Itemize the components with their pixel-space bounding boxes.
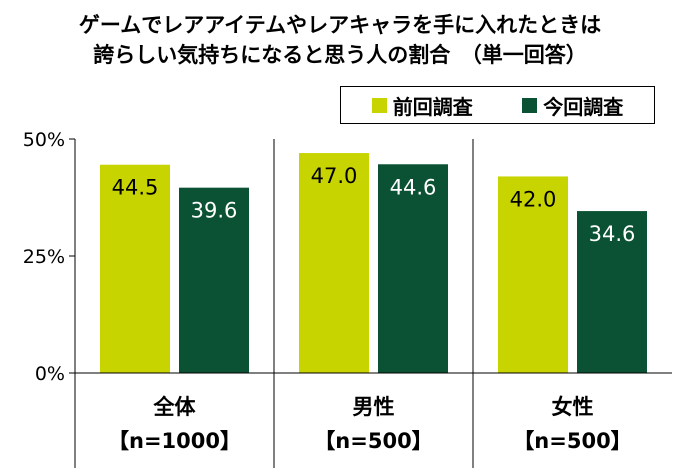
data-label: 44.5 — [112, 176, 159, 200]
bar-current — [577, 211, 647, 373]
legend-item-current: 今回調査 — [522, 91, 623, 120]
legend-label-previous: 前回調査 — [392, 94, 473, 119]
y-tick-label: 50% — [23, 129, 65, 151]
data-label: 47.0 — [311, 164, 358, 188]
chart-title: ゲームでレアアイテムやレアキャラを手に入れたときは — [78, 13, 602, 37]
legend-swatch-previous — [371, 97, 387, 113]
chart-legend: 前回調査 今回調査 — [340, 86, 655, 124]
y-tick-label: 25% — [23, 246, 65, 268]
bar-current — [179, 187, 249, 373]
category-label: 女性 — [552, 395, 594, 419]
legend-item-previous: 前回調査 — [371, 91, 473, 120]
data-label: 39.6 — [191, 199, 238, 223]
y-tick-label: 0% — [35, 363, 65, 385]
bar-previous — [299, 153, 369, 373]
data-label: 42.0 — [510, 187, 557, 211]
category-note: 【n=500】 — [314, 429, 432, 453]
category-label: 男性 — [353, 395, 395, 419]
legend-label-current: 今回調査 — [543, 94, 624, 119]
legend-swatch-current — [522, 97, 538, 113]
category-note: 【n=1000】 — [108, 429, 241, 453]
data-label: 44.6 — [390, 175, 437, 199]
category-note: 【n=500】 — [513, 429, 631, 453]
chart-subtitle: 誇らしい気持ちになると思う人の割合 （単一回答） — [93, 43, 587, 67]
category-label: 全体 — [153, 395, 197, 419]
bar-current — [378, 164, 448, 373]
bar-previous — [100, 164, 170, 373]
data-label: 34.6 — [589, 222, 636, 246]
bar-previous — [498, 176, 568, 373]
